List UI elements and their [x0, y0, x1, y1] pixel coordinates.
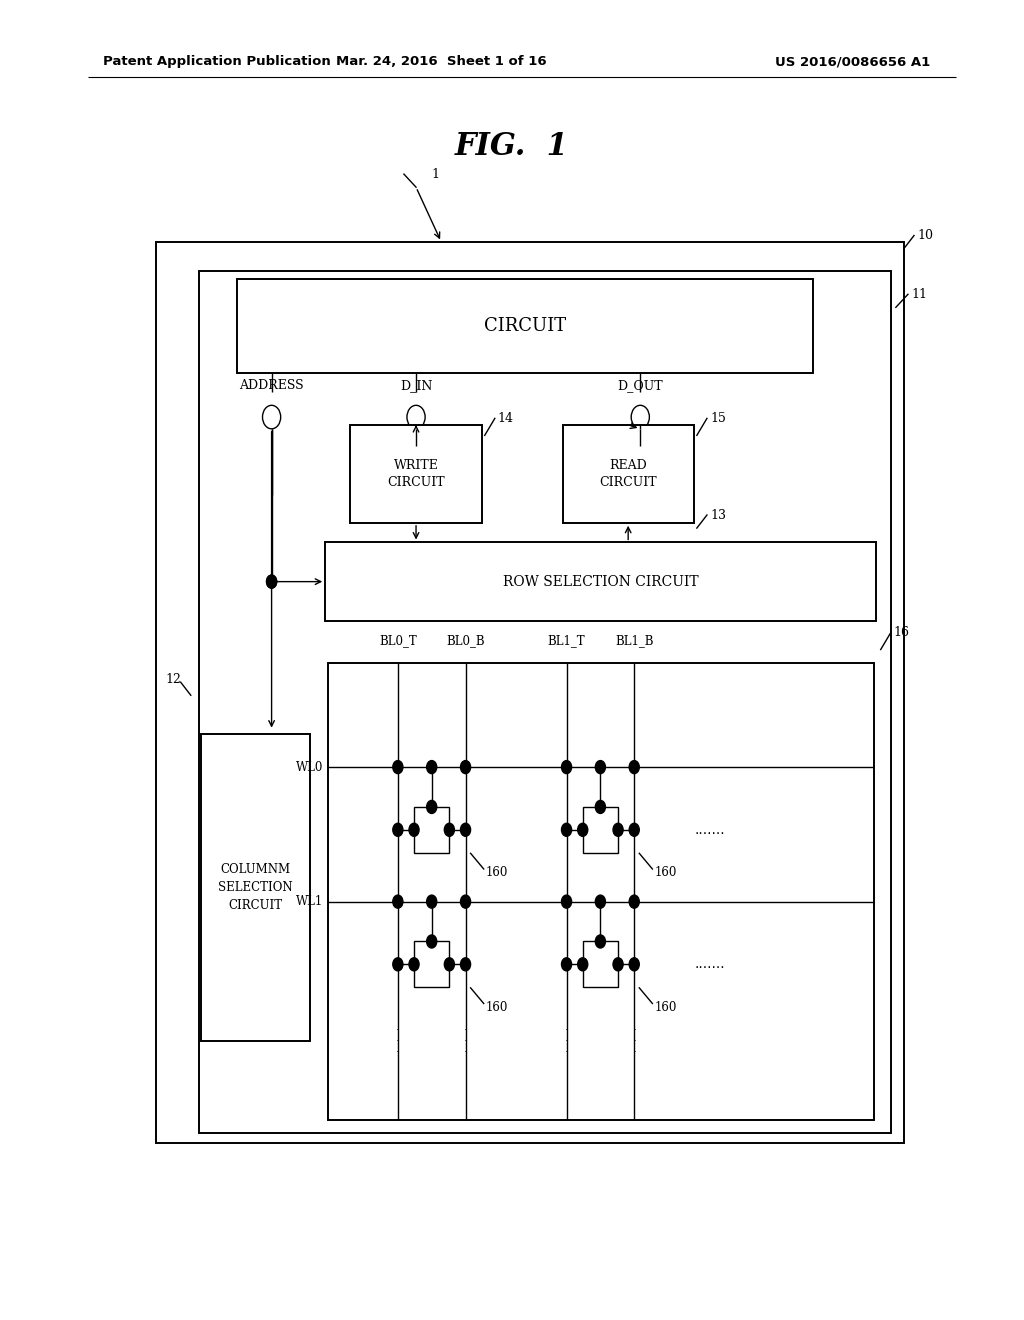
Text: FIG.  1: FIG. 1 — [455, 131, 569, 162]
Circle shape — [595, 895, 605, 908]
Text: WL0: WL0 — [296, 760, 324, 774]
Text: ·
·
·: · · · — [632, 1024, 636, 1059]
Circle shape — [427, 760, 437, 774]
Text: D_OUT: D_OUT — [617, 379, 664, 392]
Circle shape — [613, 824, 624, 837]
Text: BL0_B: BL0_B — [446, 634, 484, 647]
Circle shape — [561, 895, 571, 908]
Text: ·
·
·: · · · — [464, 1024, 468, 1059]
Text: 12: 12 — [166, 673, 181, 686]
Circle shape — [427, 895, 437, 908]
Bar — [414, 807, 450, 853]
Text: .......: ....... — [695, 822, 725, 837]
Text: READ
CIRCUIT: READ CIRCUIT — [599, 459, 657, 488]
Text: 160: 160 — [654, 866, 677, 879]
Bar — [328, 663, 873, 1119]
Circle shape — [629, 824, 639, 837]
Circle shape — [595, 935, 605, 948]
Bar — [326, 543, 876, 620]
Text: 13: 13 — [710, 508, 726, 521]
Circle shape — [393, 895, 402, 908]
Text: 11: 11 — [911, 288, 927, 301]
Circle shape — [561, 760, 571, 774]
Circle shape — [266, 576, 276, 589]
Circle shape — [393, 824, 402, 837]
Circle shape — [629, 958, 639, 970]
Bar — [238, 279, 813, 372]
Circle shape — [409, 824, 419, 837]
Text: 15: 15 — [710, 412, 726, 425]
Text: US 2016/0086656 A1: US 2016/0086656 A1 — [774, 55, 930, 69]
Text: BL0_T: BL0_T — [379, 634, 417, 647]
Circle shape — [427, 800, 437, 813]
Circle shape — [393, 958, 402, 970]
Bar — [583, 941, 618, 987]
Bar — [350, 425, 481, 523]
Text: WRITE
CIRCUIT: WRITE CIRCUIT — [387, 459, 444, 488]
Bar — [583, 807, 618, 853]
Circle shape — [629, 760, 639, 774]
Circle shape — [444, 824, 455, 837]
Text: ·
·
·: · · · — [396, 1024, 399, 1059]
Text: CIRCUIT: CIRCUIT — [484, 317, 566, 335]
Text: D_IN: D_IN — [399, 379, 432, 392]
Text: 160: 160 — [485, 866, 508, 879]
Text: ADDRESS: ADDRESS — [240, 379, 304, 392]
Circle shape — [629, 895, 639, 908]
Text: Patent Application Publication: Patent Application Publication — [102, 55, 331, 69]
Circle shape — [409, 958, 419, 970]
Circle shape — [461, 895, 471, 908]
Text: BL1_B: BL1_B — [615, 634, 653, 647]
Text: 10: 10 — [918, 228, 933, 242]
Text: 1: 1 — [431, 168, 439, 181]
Text: BL1_T: BL1_T — [548, 634, 586, 647]
Circle shape — [427, 935, 437, 948]
Bar — [414, 941, 450, 987]
Circle shape — [393, 760, 402, 774]
Text: .......: ....... — [695, 957, 725, 972]
Circle shape — [444, 958, 455, 970]
Circle shape — [578, 824, 588, 837]
Circle shape — [461, 824, 471, 837]
Bar — [201, 734, 310, 1041]
Circle shape — [266, 576, 276, 589]
Circle shape — [561, 824, 571, 837]
Text: Mar. 24, 2016  Sheet 1 of 16: Mar. 24, 2016 Sheet 1 of 16 — [336, 55, 547, 69]
Bar — [562, 425, 694, 523]
Circle shape — [595, 800, 605, 813]
Circle shape — [461, 958, 471, 970]
Text: ·
·
·: · · · — [564, 1024, 568, 1059]
Circle shape — [595, 760, 605, 774]
Text: 14: 14 — [498, 412, 514, 425]
Text: 160: 160 — [654, 1001, 677, 1014]
Bar — [157, 242, 904, 1143]
Text: 160: 160 — [485, 1001, 508, 1014]
Text: COLUMNM
SELECTION
CIRCUIT: COLUMNM SELECTION CIRCUIT — [218, 863, 293, 912]
Circle shape — [613, 958, 624, 970]
Circle shape — [578, 958, 588, 970]
Text: WL1: WL1 — [296, 895, 324, 908]
Circle shape — [461, 760, 471, 774]
Text: 16: 16 — [894, 626, 909, 639]
Bar — [199, 271, 891, 1133]
Circle shape — [561, 958, 571, 970]
Text: ROW SELECTION CIRCUIT: ROW SELECTION CIRCUIT — [503, 574, 698, 589]
